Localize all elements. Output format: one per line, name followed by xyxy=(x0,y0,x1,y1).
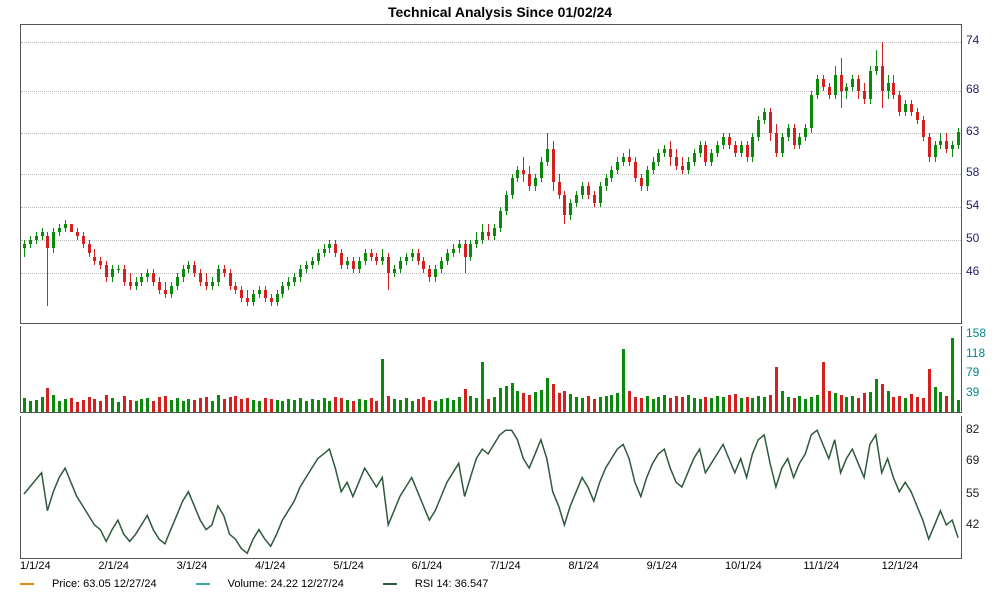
price-swatch xyxy=(20,583,34,585)
chart-legend: Price: 63.05 12/27/24 Volume: 24.22 12/2… xyxy=(20,578,524,590)
rsi-panel: RSI xyxy=(20,416,962,559)
legend-volume: Volume: 24.22 12/27/24 xyxy=(196,578,362,590)
technical-analysis-chart: Technical Analysis Since 01/02/24 RSI 46… xyxy=(0,0,1000,600)
volume-panel xyxy=(20,326,962,413)
legend-rsi: RSI 14: 36.547 xyxy=(383,578,506,590)
volume-swatch xyxy=(196,583,210,585)
price-panel xyxy=(20,24,962,324)
legend-price: Price: 63.05 12/27/24 xyxy=(20,578,175,590)
rsi-swatch xyxy=(383,583,397,585)
chart-title: Technical Analysis Since 01/02/24 xyxy=(0,4,1000,20)
